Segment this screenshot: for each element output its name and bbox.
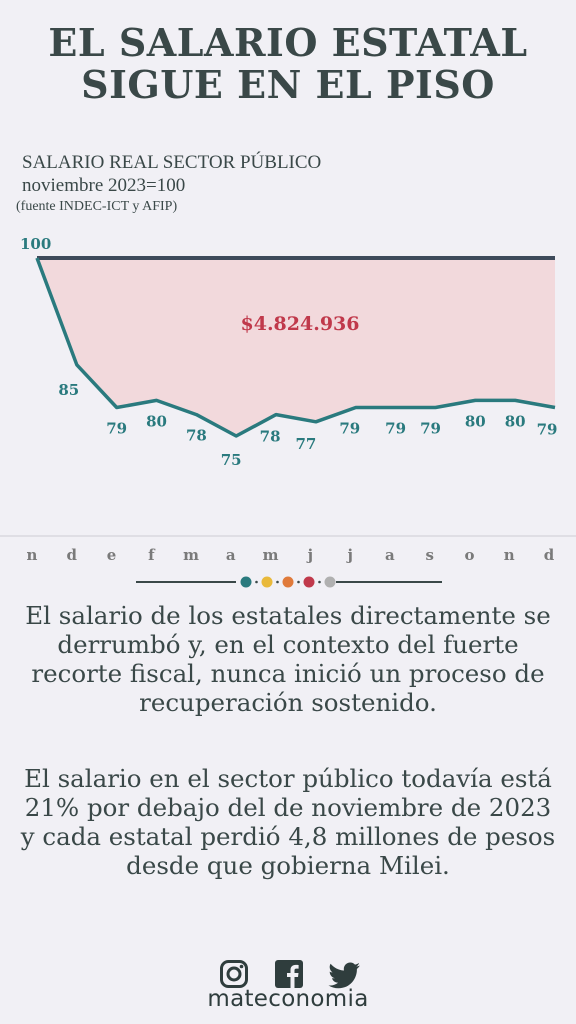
brand-name: mateconomia	[207, 986, 369, 1012]
value-label: 79	[339, 420, 360, 438]
value-label: 85	[58, 381, 79, 399]
chart-title: SALARIO REAL SECTOR PÚBLICO	[22, 152, 322, 173]
value-label: 80	[146, 412, 167, 430]
instagram-icon[interactable]	[220, 960, 248, 988]
twitter-icon[interactable]	[328, 962, 360, 989]
divider-separator-dot	[318, 580, 321, 584]
x-tick-label: m	[263, 546, 279, 564]
x-tick-label: n	[27, 546, 38, 564]
divider-dot	[303, 576, 315, 588]
headline-line-1: EL SALARIO ESTATAL	[48, 20, 528, 65]
value-label: 79	[106, 420, 127, 438]
value-label: 78	[186, 427, 207, 445]
body-paragraph-2: El salario en el sector público todavía …	[20, 764, 556, 880]
divider-dot	[240, 576, 252, 588]
value-label: 80	[465, 412, 486, 430]
chart-subtitle: noviembre 2023=100	[22, 175, 186, 196]
loss-area	[37, 258, 555, 436]
x-tick-label: a	[385, 546, 395, 564]
divider-dots	[240, 576, 336, 588]
value-label: 79	[385, 420, 406, 438]
series-line	[35, 257, 556, 438]
loss-annotation: $4.824.936	[241, 313, 360, 335]
x-tick-label: f	[148, 546, 156, 564]
salary-line-chart: $4.824.936 100 85 79 80 78 75 78 77 79 79 79 80 80 79…	[0, 235, 576, 564]
x-tick-label: d	[544, 546, 555, 564]
x-tick-label: e	[107, 546, 117, 564]
body-paragraph-1: El salario de los estatales directamente…	[25, 601, 551, 717]
divider-separator-dot	[297, 580, 300, 584]
value-label: 80	[505, 412, 526, 430]
value-label: 78	[260, 428, 281, 446]
x-tick-label: o	[464, 546, 474, 564]
value-label: 77	[295, 435, 316, 453]
value-labels: 100 85 79 80 78 75 78 77 79 79 79 80 80 79	[20, 235, 557, 469]
divider-dot	[324, 576, 336, 588]
headline-line-2: SIGUE EN EL PISO	[81, 62, 495, 107]
x-tick-label: n	[504, 546, 515, 564]
divider-dot	[261, 576, 273, 588]
divider-separator-dot	[255, 580, 258, 584]
value-label: 79	[537, 421, 558, 439]
headline: EL SALARIO ESTATAL SIGUE EN EL PISO	[0, 22, 576, 106]
value-label: 75	[221, 451, 242, 469]
divider-dot	[282, 576, 294, 588]
x-tick-label: m	[183, 546, 199, 564]
x-tick-label: a	[226, 546, 236, 564]
x-tick-label: j	[306, 546, 313, 564]
value-label: 100	[20, 235, 51, 253]
divider	[136, 576, 442, 588]
divider-separator-dot	[276, 580, 279, 584]
social-icons	[220, 960, 360, 989]
x-tick-label: j	[345, 546, 352, 564]
x-tick-label: d	[67, 546, 78, 564]
x-tick-label: s	[425, 546, 433, 564]
facebook-icon[interactable]	[275, 960, 303, 988]
value-label: 79	[420, 420, 441, 438]
chart-source: (fuente INDEC-ICT y AFIP)	[16, 199, 178, 214]
